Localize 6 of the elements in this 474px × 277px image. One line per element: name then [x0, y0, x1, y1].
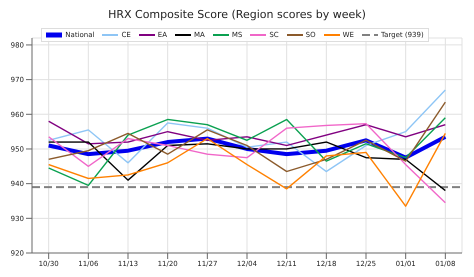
- line-series: [48, 122, 446, 204]
- line-series: [48, 120, 446, 146]
- line-series: [48, 141, 446, 192]
- line-series: [48, 117, 446, 186]
- line-series: [48, 132, 446, 207]
- chart-title: HRX Composite Score (Region scores by week): [107, 8, 367, 22]
